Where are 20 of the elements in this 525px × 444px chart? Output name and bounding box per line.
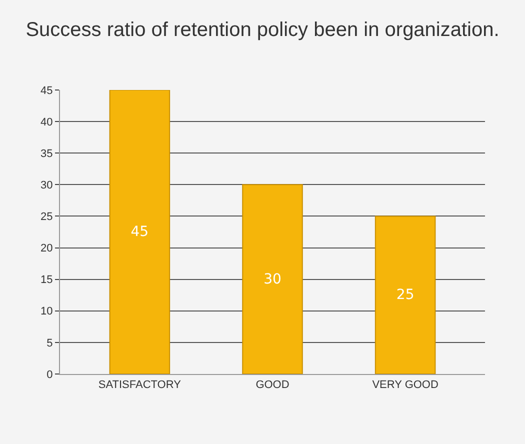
- chart-title: Success ratio of retention policy been in organization.: [26, 19, 500, 42]
- x-tick-label: GOOD: [256, 379, 290, 392]
- y-tick-label: 5: [46, 337, 53, 350]
- y-tick-label: 20: [40, 242, 53, 255]
- y-tick-label: 25: [40, 211, 53, 224]
- y-tick-label: 10: [40, 306, 53, 318]
- data-label: 30: [264, 271, 282, 288]
- y-tick-label: 15: [40, 274, 53, 286]
- y-tick-label: 35: [40, 148, 53, 160]
- bar: [374, 216, 436, 374]
- y-tick-label: 0: [46, 368, 53, 381]
- bar: [242, 184, 303, 374]
- y-tick-label: 30: [40, 180, 53, 192]
- data-label: 45: [130, 224, 149, 240]
- bar: [109, 90, 170, 374]
- x-tick-label: VERY GOOD: [372, 379, 438, 392]
- x-tick-label: SATISFACTORY: [98, 379, 182, 392]
- data-label: 25: [396, 287, 414, 304]
- y-tick-label: 45: [40, 84, 53, 97]
- y-tick-label: 40: [40, 116, 53, 128]
